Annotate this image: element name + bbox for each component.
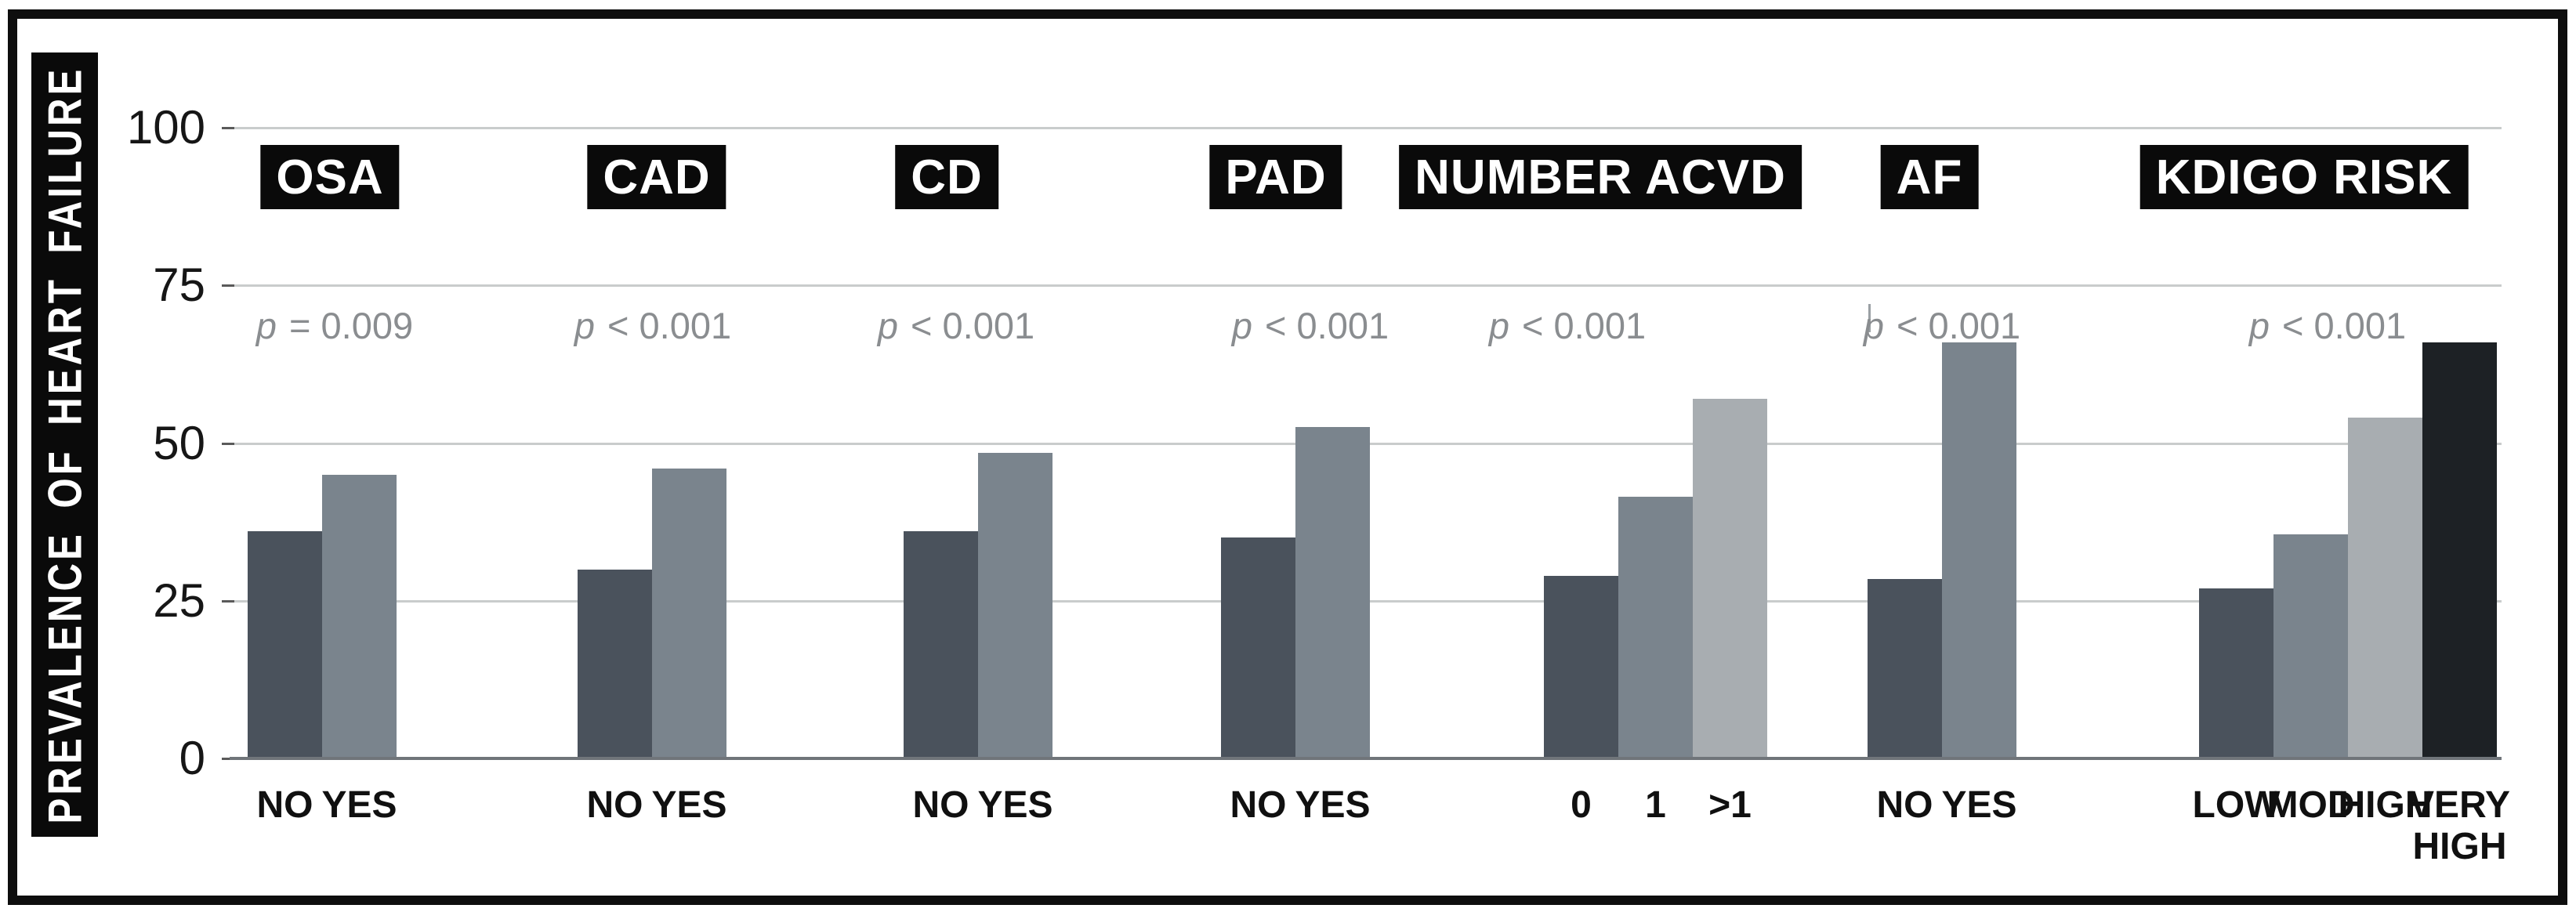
bar-cd-no (904, 531, 978, 758)
x-category-label-number-acvd-1: >1 (1708, 784, 1752, 826)
y-tick-100 (222, 127, 234, 129)
y-gridline-100 (230, 127, 2502, 129)
x-category-label-kdigo-risk-very-high: VERY HIGH (2409, 784, 2510, 867)
bar-osa-no (248, 531, 322, 758)
group-label-box-cad: CAD (587, 145, 726, 209)
y-tick-label-50: 50 (153, 416, 205, 469)
p-italic-osa: p (255, 305, 277, 346)
bar-kdigo-risk-high (2348, 418, 2422, 758)
bar-osa-yes (322, 474, 397, 758)
y-axis-title-box: PREVALENCE OF HEART FAILURE (31, 52, 98, 837)
bar-pad-yes (1295, 427, 1370, 758)
x-axis-baseline (230, 757, 2502, 760)
x-category-label-osa-no: NO (256, 784, 313, 826)
bar-kdigo-risk-mod (2273, 534, 2348, 758)
bar-af-no (1868, 578, 1942, 758)
p-value-af: p < 0.001 (1863, 305, 2021, 346)
x-category-label-kdigo-risk-low: LOW (2192, 784, 2281, 826)
x-category-label-kdigo-risk-mod: MOD (2266, 784, 2355, 826)
x-category-label-cd-no: NO (912, 784, 969, 826)
p-value-kdigo-risk: p < 0.001 (2248, 305, 2407, 346)
x-category-label-number-acvd-0: 0 (1571, 784, 1592, 826)
x-category-label-cad-yes: YES (651, 784, 727, 826)
y-tick-label-100: 100 (126, 101, 205, 154)
x-category-label-kdigo-risk-high: HIGH (2338, 784, 2433, 826)
group-label-box-cd: CD (895, 145, 998, 209)
p-value-osa: p = 0.009 (255, 305, 414, 346)
x-category-label-af-no: NO (1876, 784, 1933, 826)
bar-number-acvd-1 (1618, 496, 1693, 758)
y-tick-label-25: 25 (153, 574, 205, 627)
p-value-pad: p < 0.001 (1231, 305, 1389, 346)
y-tick-75 (222, 284, 234, 288)
x-category-label-cad-no: NO (586, 784, 643, 826)
bar-pad-no (1221, 537, 1295, 758)
bar-cad-yes (652, 468, 726, 758)
p-italic-number-acvd: p (1488, 305, 1509, 346)
bar-cd-yes (978, 452, 1053, 758)
p-italic-cad: p (574, 305, 595, 346)
x-category-label-pad-yes: YES (1295, 784, 1371, 826)
p-italic-af: p (1863, 305, 1884, 346)
bar-number-acvd-1 (1693, 399, 1767, 758)
x-category-label-cd-yes: YES (977, 784, 1053, 826)
p-value-cad: p < 0.001 (574, 305, 732, 346)
p-value-cd: p < 0.001 (877, 305, 1035, 346)
p-italic-kdigo-risk: p (2248, 305, 2270, 346)
bar-af-yes (1942, 342, 2016, 758)
y-tick-50 (222, 442, 234, 445)
x-category-label-number-acvd-1: 1 (1645, 784, 1666, 826)
bar-kdigo-risk-very-high (2422, 342, 2497, 758)
bar-kdigo-risk-low (2199, 588, 2273, 758)
y-tick-label-0: 0 (179, 732, 205, 784)
bar-cad-no (578, 569, 652, 758)
x-category-label-pad-no: NO (1230, 784, 1287, 826)
x-category-label-osa-yes: YES (321, 784, 397, 826)
group-label-box-kdigo-risk: KDIGO RISK (2139, 145, 2469, 209)
p-italic-cd: p (877, 305, 898, 346)
y-tick-0 (222, 758, 234, 760)
x-category-label-af-yes: YES (1941, 784, 2017, 826)
group-label-box-number-acvd: NUMBER ACVD (1399, 145, 1802, 209)
group-label-box-osa: OSA (260, 145, 400, 209)
p-italic-pad: p (1231, 305, 1252, 346)
outer-frame (8, 9, 2567, 905)
bar-number-acvd-0 (1544, 575, 1618, 758)
y-gridline-75 (230, 284, 2502, 288)
y-tick-label-75: 75 (153, 259, 205, 312)
group-label-box-af: AF (1880, 145, 1979, 209)
y-tick-25 (222, 599, 234, 603)
stray-tick-line (1868, 304, 1871, 332)
group-label-box-pad: PAD (1209, 145, 1342, 209)
p-value-number-acvd: p < 0.001 (1488, 305, 1647, 346)
